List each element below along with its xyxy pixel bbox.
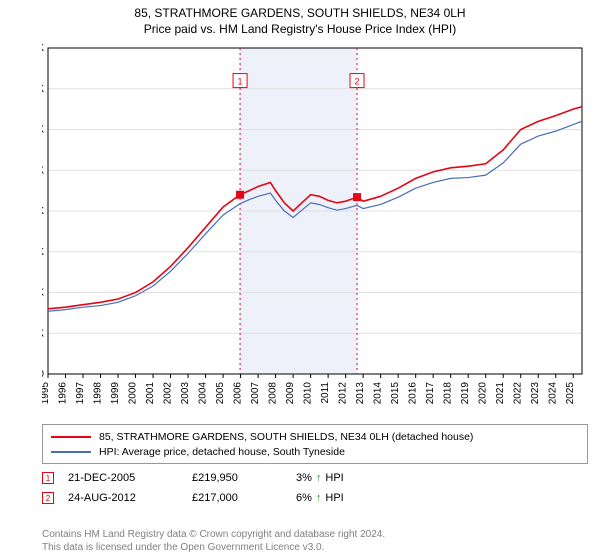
svg-text:2002: 2002 bbox=[163, 382, 174, 405]
svg-text:£150K: £150K bbox=[42, 247, 44, 258]
chart-subtitle: Price paid vs. HM Land Registry's House … bbox=[0, 20, 600, 36]
svg-text:£300K: £300K bbox=[42, 125, 44, 136]
legend-item-property: 85, STRATHMORE GARDENS, SOUTH SHIELDS, N… bbox=[51, 429, 579, 444]
legend-label-property: 85, STRATHMORE GARDENS, SOUTH SHIELDS, N… bbox=[99, 431, 473, 443]
svg-text:£250K: £250K bbox=[42, 165, 44, 176]
svg-text:2020: 2020 bbox=[478, 382, 489, 405]
svg-text:1996: 1996 bbox=[58, 382, 69, 405]
chart-plot: £0 £50K £100K £150K £200K £250K £300K £350K £400… bbox=[42, 44, 588, 414]
event-row-2: 2 24-AUG-2012 £217,000 6% ↑ HPI bbox=[42, 488, 588, 508]
svg-text:1998: 1998 bbox=[93, 382, 104, 405]
legend-item-hpi: HPI: Average price, detached house, Sout… bbox=[51, 444, 579, 459]
footer-attribution: Contains HM Land Registry data © Crown c… bbox=[42, 528, 385, 554]
event-date-1: 21-DEC-2005 bbox=[68, 472, 178, 484]
svg-text:2013: 2013 bbox=[355, 382, 366, 405]
svg-text:£350K: £350K bbox=[42, 84, 44, 95]
svg-text:2001: 2001 bbox=[145, 382, 156, 405]
svg-text:2022: 2022 bbox=[513, 382, 524, 405]
event-price-2: £217,000 bbox=[192, 492, 282, 504]
svg-text:2004: 2004 bbox=[198, 382, 209, 405]
footer-line-1: Contains HM Land Registry data © Crown c… bbox=[42, 528, 385, 541]
up-arrow-icon: ↑ bbox=[316, 492, 322, 504]
svg-text:2005: 2005 bbox=[215, 382, 226, 405]
svg-text:2023: 2023 bbox=[530, 382, 541, 405]
legend-swatch-hpi bbox=[51, 451, 91, 453]
legend-swatch-property bbox=[51, 436, 91, 438]
up-arrow-icon: ↑ bbox=[316, 472, 322, 484]
svg-text:2008: 2008 bbox=[268, 382, 279, 405]
svg-text:2009: 2009 bbox=[285, 382, 296, 405]
event-row-1: 1 21-DEC-2005 £219,950 3% ↑ HPI bbox=[42, 468, 588, 488]
svg-text:£200K: £200K bbox=[42, 206, 44, 217]
svg-text:2010: 2010 bbox=[303, 382, 314, 405]
event-hpi-1: 3% ↑ HPI bbox=[296, 472, 344, 484]
event-date-2: 24-AUG-2012 bbox=[68, 492, 178, 504]
svg-text:2015: 2015 bbox=[390, 382, 401, 405]
event-marker-1: 1 bbox=[42, 472, 54, 484]
svg-text:2006: 2006 bbox=[233, 382, 244, 405]
chart-title: 85, STRATHMORE GARDENS, SOUTH SHIELDS, N… bbox=[0, 0, 600, 20]
svg-text:2003: 2003 bbox=[180, 382, 191, 405]
event-price-1: £219,950 bbox=[192, 472, 282, 484]
svg-text:2011: 2011 bbox=[320, 382, 331, 404]
events-table: 1 21-DEC-2005 £219,950 3% ↑ HPI 2 24-AUG… bbox=[42, 468, 588, 508]
svg-text:1: 1 bbox=[238, 77, 243, 87]
svg-text:2021: 2021 bbox=[495, 382, 506, 405]
chart-container: 85, STRATHMORE GARDENS, SOUTH SHIELDS, N… bbox=[0, 0, 600, 560]
event-marker-2: 2 bbox=[42, 492, 54, 504]
svg-text:2014: 2014 bbox=[373, 382, 384, 405]
svg-text:1995: 1995 bbox=[42, 382, 51, 405]
svg-text:2007: 2007 bbox=[250, 382, 261, 405]
svg-text:2000: 2000 bbox=[128, 382, 139, 405]
svg-text:1999: 1999 bbox=[110, 382, 121, 405]
svg-text:2016: 2016 bbox=[408, 382, 419, 405]
svg-text:2: 2 bbox=[355, 77, 360, 87]
svg-text:2017: 2017 bbox=[425, 382, 436, 405]
event-hpi-2: 6% ↑ HPI bbox=[296, 492, 344, 504]
legend-label-hpi: HPI: Average price, detached house, Sout… bbox=[99, 446, 345, 458]
svg-text:2024: 2024 bbox=[548, 382, 559, 405]
legend-box: 85, STRATHMORE GARDENS, SOUTH SHIELDS, N… bbox=[42, 424, 588, 464]
svg-text:1997: 1997 bbox=[75, 382, 86, 405]
footer-line-2: This data is licensed under the Open Gov… bbox=[42, 541, 385, 554]
svg-text:£100K: £100K bbox=[42, 288, 44, 299]
svg-text:2025: 2025 bbox=[565, 382, 576, 405]
chart-svg: £0 £50K £100K £150K £200K £250K £300K £350K £400… bbox=[42, 44, 588, 414]
svg-text:£400K: £400K bbox=[42, 44, 44, 54]
svg-text:£50K: £50K bbox=[42, 328, 44, 339]
svg-text:2019: 2019 bbox=[460, 382, 471, 405]
svg-text:£0: £0 bbox=[42, 369, 44, 380]
svg-text:2018: 2018 bbox=[443, 382, 454, 405]
svg-text:2012: 2012 bbox=[338, 382, 349, 405]
